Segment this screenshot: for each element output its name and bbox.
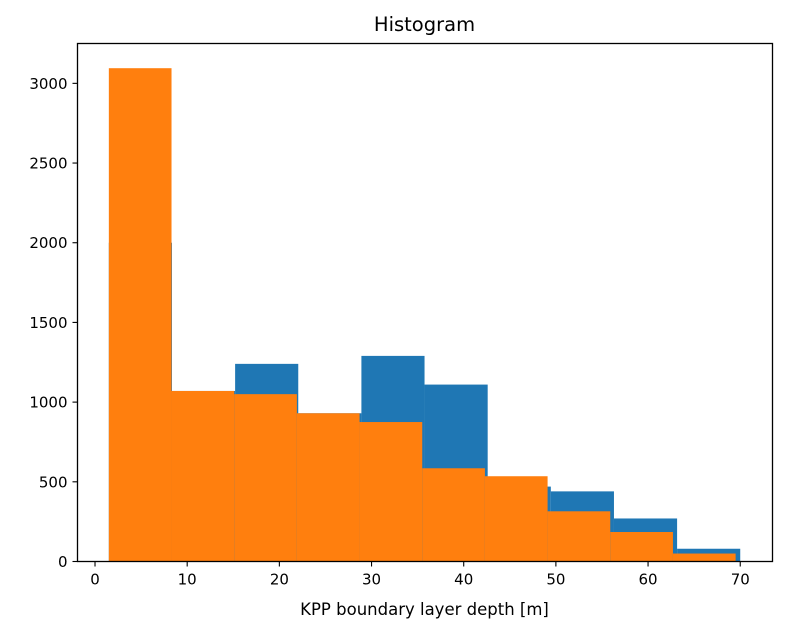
y-tick-label: 1000 (29, 394, 67, 412)
histogram-bar-series-2-bin-9 (610, 532, 673, 562)
x-axis: 0 10 20 30 40 50 60 70 (90, 561, 750, 589)
x-tick-label: 30 (362, 571, 381, 589)
y-tick-label: 0 (58, 553, 68, 571)
x-tick-label: 10 (178, 571, 197, 589)
histogram-bar-series-2-bin-1 (108, 68, 172, 562)
y-tick-label: 1500 (29, 314, 67, 332)
y-tick-label: 2500 (29, 155, 67, 173)
x-tick-label: 60 (639, 571, 658, 589)
histogram-bar-series-2-bin-6 (422, 468, 485, 562)
histogram-bar-series-2-bin-7 (484, 476, 548, 562)
histogram-bar-series-2-bin-4 (296, 413, 360, 562)
x-tick-label: 70 (731, 571, 750, 589)
y-tick-label: 2000 (29, 234, 67, 252)
histogram-bar-series-2-bin-2 (171, 390, 235, 562)
histogram-bar-series-2-bin-8 (547, 511, 611, 562)
x-tick-label: 50 (546, 571, 565, 589)
x-axis-label: KPP boundary layer depth [m] (300, 600, 549, 619)
chart-title: Histogram (374, 13, 475, 36)
y-tick-label: 3000 (29, 75, 67, 93)
x-tick-label: 40 (454, 571, 473, 589)
histogram-bar-series-2-bin-5 (359, 422, 423, 562)
x-tick-label: 0 (90, 571, 100, 589)
plot-frame (76, 42, 774, 563)
y-axis: 0 500 1000 1500 2000 2500 3000 (29, 75, 78, 571)
y-tick-label: 500 (39, 473, 68, 491)
histogram-bar-series-2-bin-10 (672, 553, 736, 562)
x-tick-label: 20 (270, 571, 289, 589)
bars-layer (108, 68, 741, 562)
histogram-bar-series-2-bin-3 (234, 394, 297, 562)
